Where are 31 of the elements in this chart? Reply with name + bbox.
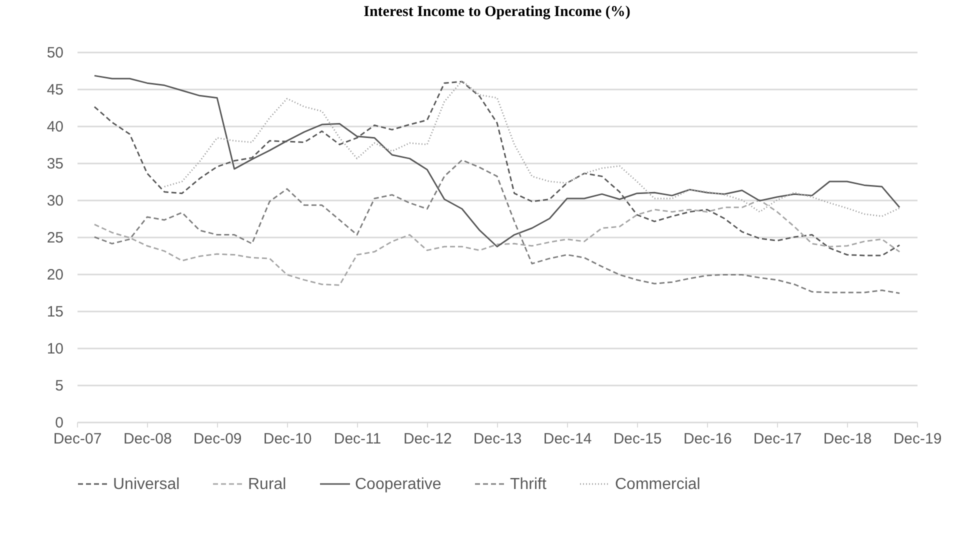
y-tick-label: 50 xyxy=(46,44,64,62)
legend-label: Rural xyxy=(248,476,286,493)
legend-label: Universal xyxy=(113,476,180,493)
legend-label: Cooperative xyxy=(355,476,442,493)
y-tick-label: 35 xyxy=(46,156,64,172)
x-tick-label: Dec-16 xyxy=(683,430,732,448)
x-tick-label: Dec-17 xyxy=(753,430,802,448)
x-tick-label: Dec-15 xyxy=(613,430,662,448)
x-tick-label: Dec-09 xyxy=(193,430,242,448)
x-tick-label: Dec-10 xyxy=(263,430,312,448)
y-tick-label: 15 xyxy=(46,304,64,320)
line-series xyxy=(94,159,900,294)
y-tick-label: 10 xyxy=(46,340,64,358)
chart-title: Interest Income to Operating Income (%) xyxy=(364,4,630,20)
y-tick-label: 20 xyxy=(46,266,64,284)
x-tick-label: Dec-18 xyxy=(823,430,872,448)
x-tick-label: Dec-19 xyxy=(893,430,942,448)
y-tick-label: 5 xyxy=(55,378,64,394)
y-tick-label: 40 xyxy=(46,118,64,136)
x-tick-label: Dec-08 xyxy=(123,430,172,448)
y-tick-label: 25 xyxy=(46,230,64,246)
legend-label: Thrift xyxy=(510,476,547,493)
x-tick-label: Dec-07 xyxy=(53,430,102,448)
x-tick-label: Dec-12 xyxy=(403,430,452,448)
x-tick-label: Dec-14 xyxy=(543,430,592,448)
y-tick-label: 0 xyxy=(55,414,64,432)
x-tick-label: Dec-13 xyxy=(473,430,522,448)
x-tick-label: Dec-11 xyxy=(334,430,382,448)
y-tick-label: 45 xyxy=(46,82,64,98)
legend-label: Commercial xyxy=(615,476,700,493)
y-tick-label: 30 xyxy=(46,192,64,210)
